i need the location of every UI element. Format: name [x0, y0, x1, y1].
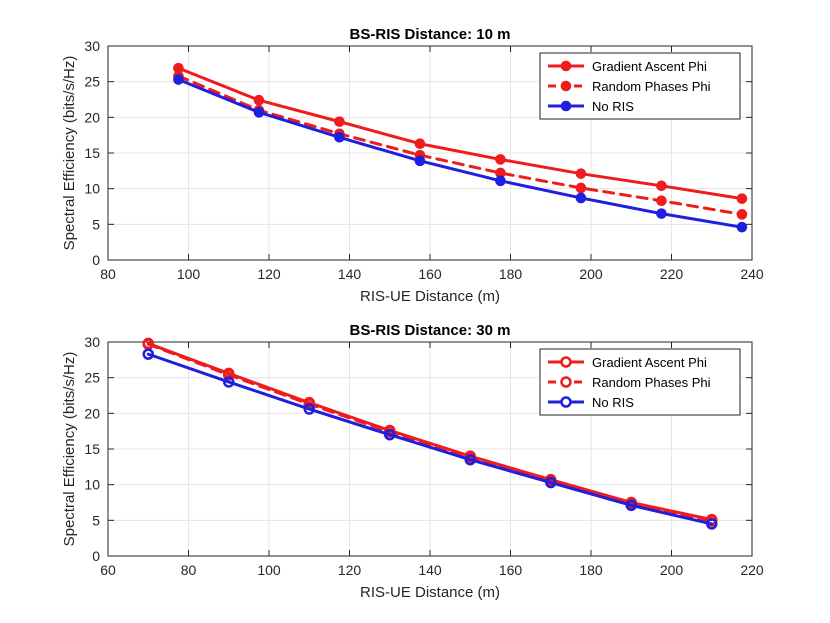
- x-tick-label: 200: [579, 266, 603, 282]
- data-point: [495, 175, 506, 187]
- legend-marker: [560, 396, 572, 408]
- x-tick-label: 220: [740, 562, 764, 578]
- chart-title: BS-RIS Distance: 10 m: [350, 26, 511, 43]
- x-tick-label: 160: [499, 562, 523, 578]
- data-point: [706, 518, 718, 530]
- data-point: [545, 476, 557, 489]
- y-axis-label: Spectral Efficiency (bits/s/Hz): [61, 56, 78, 251]
- x-tick-label: 180: [499, 266, 523, 282]
- series-line-2: [176, 74, 744, 216]
- x-tick-label: 160: [418, 266, 442, 282]
- data-point: [384, 428, 396, 441]
- y-tick-label: 5: [92, 512, 100, 528]
- x-tick-label: 140: [418, 562, 442, 578]
- data-point: [656, 208, 667, 219]
- y-axis-label: Spectral Efficiency (bits/s/Hz): [61, 352, 78, 547]
- data-point: [656, 195, 667, 207]
- x-axis-label: RIS-UE Distance (m): [360, 288, 500, 305]
- legend-marker: [560, 80, 572, 92]
- y-tick-label: 5: [92, 216, 100, 232]
- x-tick-label: 140: [338, 266, 362, 282]
- data-point: [736, 209, 748, 220]
- data-point: [736, 221, 748, 233]
- y-tick-label: 0: [92, 252, 100, 268]
- chart-1: 80 100 120 140 160 180 200 220 240 0 5 10 15 20 25 30 BS…: [61, 26, 764, 305]
- data-point: [334, 116, 345, 127]
- data-point: [575, 192, 587, 204]
- legend-label: Random Phases Phi: [592, 375, 711, 390]
- y-tick-label: 10: [84, 181, 100, 197]
- x-tick-label: 80: [100, 266, 116, 282]
- data-point: [414, 138, 426, 150]
- y-tick-label: 10: [84, 477, 100, 493]
- legend-label: Gradient Ascent Phi: [592, 59, 707, 74]
- legend-box: [539, 52, 741, 120]
- legend-marker: [560, 376, 572, 388]
- data-point: [223, 369, 235, 381]
- chart-2: 60 80 100 120 140 160 180 200 220 0 5 10 15 20 25 30 BS-…: [61, 322, 764, 601]
- y-tick-label: 0: [92, 548, 100, 564]
- x-tick-label: 120: [338, 562, 362, 578]
- x-tick-label: 120: [257, 266, 281, 282]
- legend-label: No RIS: [592, 395, 634, 410]
- data-point: [414, 155, 426, 167]
- data-point: [495, 154, 506, 165]
- y-tick-label: 25: [84, 74, 100, 90]
- x-tick-label: 60: [100, 562, 116, 578]
- legend-marker: [560, 356, 572, 368]
- data-point: [142, 348, 154, 360]
- series-line-3: [176, 78, 744, 229]
- data-point: [736, 193, 748, 204]
- y-tick-label: 20: [84, 405, 100, 421]
- x-tick-label: 240: [740, 266, 764, 282]
- data-point: [334, 132, 345, 143]
- series-line-3: [146, 352, 714, 526]
- legend-box: [539, 348, 741, 416]
- y-tick-label: 30: [84, 334, 100, 350]
- data-point: [223, 376, 235, 388]
- data-point: [173, 74, 184, 85]
- legend-label: Gradient Ascent Phi: [592, 355, 707, 370]
- data-point: [575, 182, 587, 194]
- y-tick-label: 15: [84, 145, 100, 161]
- x-tick-label: 200: [660, 562, 684, 578]
- legend: Gradient Ascent Phi Random Phases Phi No R…: [539, 348, 741, 416]
- data-point: [625, 499, 637, 512]
- data-point: [575, 168, 587, 179]
- x-axis-label: RIS-UE Distance (m): [360, 584, 500, 601]
- legend: Gradient Ascent Phi Random Phases Phi No R…: [539, 52, 741, 120]
- legend-marker: [560, 100, 572, 112]
- legend-label: No RIS: [592, 99, 634, 114]
- y-tick-label: 20: [84, 109, 100, 125]
- x-tick-label: 100: [177, 266, 201, 282]
- y-tick-label: 15: [84, 441, 100, 457]
- x-tick-label: 180: [579, 562, 603, 578]
- data-point: [253, 94, 265, 106]
- series-line-1: [176, 66, 744, 201]
- data-point: [303, 403, 315, 415]
- legend-marker: [560, 60, 572, 72]
- data-point: [656, 180, 667, 192]
- x-tick-label: 80: [181, 562, 197, 578]
- legend-label: Random Phases Phi: [592, 79, 711, 94]
- x-tick-label: 100: [257, 562, 281, 578]
- y-tick-label: 30: [84, 38, 100, 54]
- y-tick-label: 25: [84, 370, 100, 386]
- x-tick-label: 220: [660, 266, 684, 282]
- data-point: [464, 453, 476, 466]
- chart-title: BS-RIS Distance: 30 m: [350, 322, 511, 339]
- data-point: [253, 107, 265, 118]
